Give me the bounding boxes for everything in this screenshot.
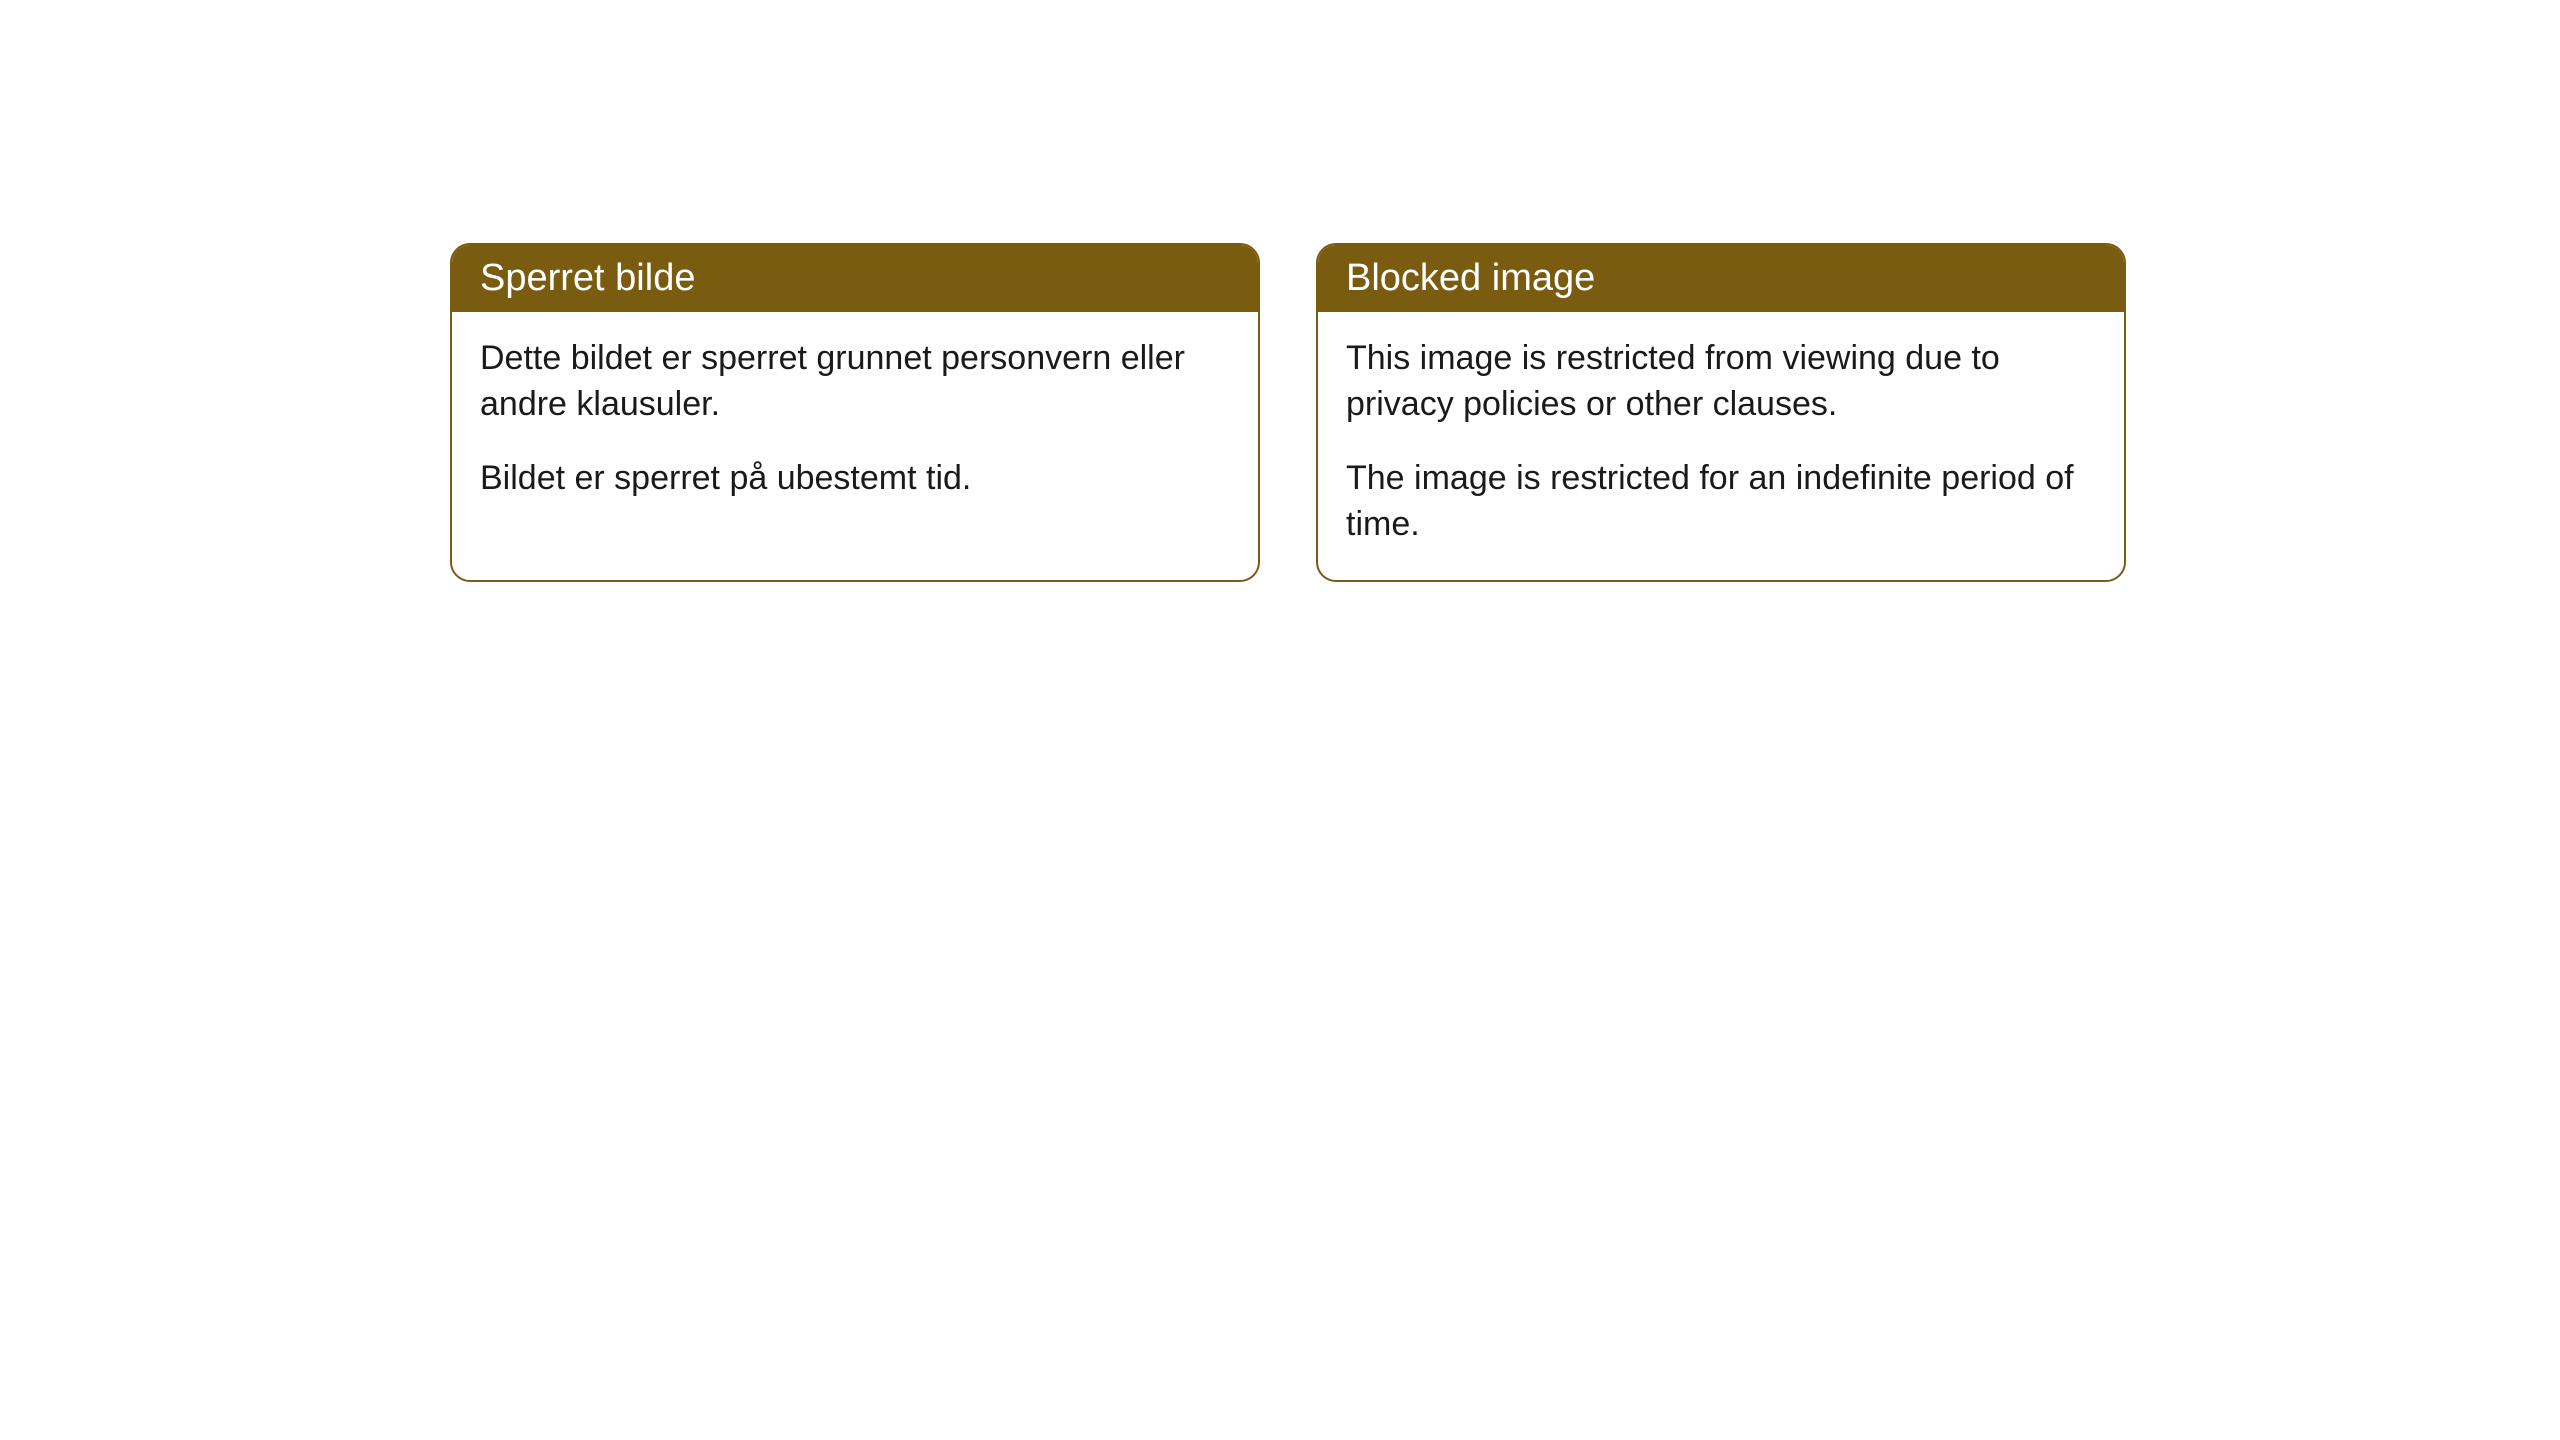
notice-cards-container: Sperret bilde Dette bildet er sperret gr…: [450, 243, 2126, 582]
card-paragraph-2: Bildet er sperret på ubestemt tid.: [480, 456, 1230, 502]
card-body-english: This image is restricted from viewing du…: [1318, 312, 2124, 580]
card-body-norwegian: Dette bildet er sperret grunnet personve…: [452, 312, 1258, 534]
notice-card-english: Blocked image This image is restricted f…: [1316, 243, 2126, 582]
card-header-english: Blocked image: [1318, 245, 2124, 312]
card-paragraph-1: Dette bildet er sperret grunnet personve…: [480, 336, 1230, 428]
card-paragraph-1: This image is restricted from viewing du…: [1346, 336, 2096, 428]
card-paragraph-2: The image is restricted for an indefinit…: [1346, 456, 2096, 548]
card-header-norwegian: Sperret bilde: [452, 245, 1258, 312]
notice-card-norwegian: Sperret bilde Dette bildet er sperret gr…: [450, 243, 1260, 582]
